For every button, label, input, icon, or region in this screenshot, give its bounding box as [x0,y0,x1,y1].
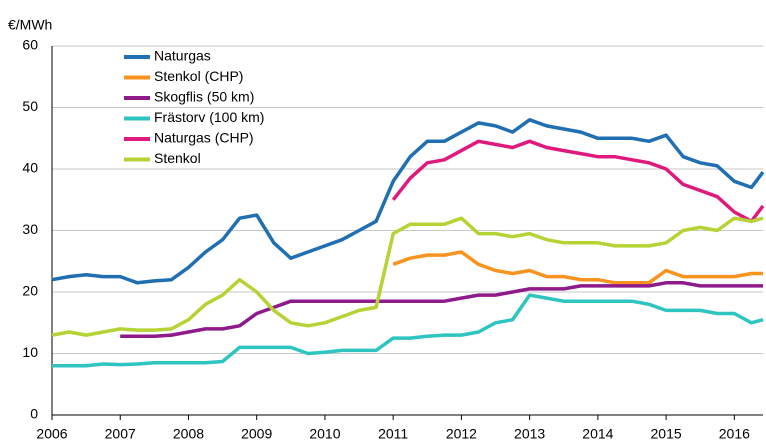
y-tick-label: 0 [30,406,38,422]
y-tick-label: 40 [22,160,38,176]
x-tick-label: 2014 [582,426,613,442]
x-tick-label: 2012 [446,426,477,442]
series-line [52,293,764,368]
x-tick-label: 2006 [36,426,67,442]
legend-label: Skogflis (50 km) [154,89,254,105]
legend-label: Naturgas [154,48,211,64]
legend-label: Naturgas (CHP) [154,130,254,146]
series-line [51,118,765,285]
x-tick-label: 2011 [378,426,408,442]
x-tick-label: 2016 [719,426,750,442]
series-line [391,139,765,224]
y-tick-label: 10 [22,344,38,360]
legend-label: Frästorv (100 km) [154,109,264,125]
series-line [120,281,763,339]
legend-label: Stenkol (CHP) [154,68,243,84]
y-tick-label: 50 [22,98,38,114]
legend-label: Stenkol [154,150,201,166]
x-tick-label: 2007 [105,426,136,442]
x-tick-label: 2013 [514,426,545,442]
y-tick-label: 20 [22,283,38,299]
series-line [392,250,763,285]
y-axis-label: €/MWh [8,17,52,33]
x-tick-label: 2009 [241,426,272,442]
x-tick-label: 2010 [309,426,340,442]
x-tick-label: 2015 [651,426,682,442]
y-tick-label: 30 [22,221,38,237]
x-tick-label: 2008 [173,426,204,442]
y-tick-label: 60 [22,37,38,53]
series-line [51,216,764,337]
